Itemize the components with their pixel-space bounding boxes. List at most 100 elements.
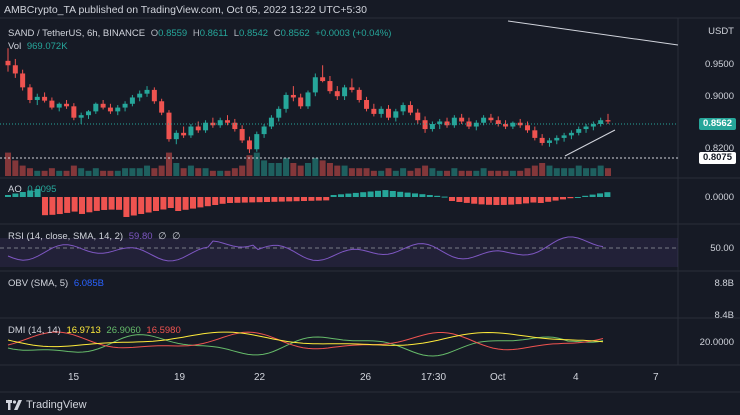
ao-bar xyxy=(286,197,293,202)
symbol-name[interactable]: SAND / TetherUS, 6h, BINANCE xyxy=(8,28,146,39)
candle-body xyxy=(115,107,121,112)
candle-body xyxy=(378,108,384,114)
volume-bar xyxy=(363,168,370,176)
ao-bar xyxy=(419,194,426,197)
candle-body xyxy=(181,132,187,136)
dmi-label[interactable]: DMI (14, 14) xyxy=(8,325,61,336)
volume-bar xyxy=(319,160,326,176)
candle-body xyxy=(568,132,574,136)
volume-bar xyxy=(100,170,107,176)
volume-bar xyxy=(107,170,114,176)
candle-body xyxy=(349,87,355,90)
ao-bar xyxy=(27,190,34,197)
low-value: 0.8542 xyxy=(239,28,269,39)
volume-bar xyxy=(385,168,392,176)
ao-legend: AO 0.0095 xyxy=(8,184,59,195)
volume-bar xyxy=(217,170,224,176)
time-label-26: 26 xyxy=(360,372,372,383)
obv-label[interactable]: OBV (SMA, 5) xyxy=(8,278,69,289)
dmi-legend: DMI (14, 14) 16.9713 26.9060 16.5980 xyxy=(8,325,184,336)
candle-body xyxy=(510,122,516,127)
ao-bar xyxy=(101,197,108,210)
ao-bar xyxy=(397,191,404,197)
ao-bar xyxy=(301,197,307,201)
quote-currency[interactable]: USDT xyxy=(708,26,734,37)
volume-bar xyxy=(195,168,202,176)
candle-body xyxy=(159,101,165,113)
candle-body xyxy=(12,65,18,74)
candle-body xyxy=(583,126,589,130)
candle-body xyxy=(312,77,318,93)
candle-body xyxy=(451,117,457,126)
candle-body xyxy=(195,126,201,131)
candle-body xyxy=(305,92,311,107)
ao-bar xyxy=(441,196,448,198)
volume-bar xyxy=(429,168,436,176)
volume-bar xyxy=(414,168,421,176)
candle-body xyxy=(415,112,421,121)
candle-body xyxy=(334,91,340,97)
obv-axis-top: 8.8B xyxy=(714,278,734,289)
ao-bar xyxy=(404,192,411,197)
last-price-badge: 0.8562 xyxy=(698,118,736,130)
candle-body xyxy=(34,96,40,100)
ao-bar xyxy=(308,197,315,201)
volume-bar xyxy=(70,165,77,176)
volume-bar xyxy=(605,168,611,176)
time-label-oct: Oct xyxy=(490,372,506,383)
candle-body xyxy=(85,111,91,116)
ao-bar xyxy=(234,197,241,203)
obv-legend: OBV (SMA, 5) 6.085B xyxy=(8,278,107,289)
open-value: 0.8559 xyxy=(158,28,188,39)
volume-bar xyxy=(422,165,429,176)
volume-bar xyxy=(41,170,48,176)
candle-body xyxy=(56,103,62,108)
ao-bar xyxy=(330,195,337,197)
volume-bar xyxy=(48,168,55,176)
level-badge: 0.8075 xyxy=(698,152,736,164)
ao-bar xyxy=(197,197,204,208)
volume-bar xyxy=(356,168,363,176)
ao-bar xyxy=(449,197,455,201)
ao-label[interactable]: AO xyxy=(8,184,22,195)
ao-bar xyxy=(589,194,596,197)
ao-bar xyxy=(389,191,396,197)
volume-label[interactable]: Vol xyxy=(8,41,22,52)
change-value: +0.0003 (+0.04%) xyxy=(315,28,392,39)
candle-body xyxy=(129,97,135,104)
rsi-label[interactable]: RSI (14, close, SMA, 14, 2) xyxy=(8,231,124,242)
candle-body xyxy=(137,93,143,98)
ao-bar xyxy=(278,197,285,202)
price-tick-2: 0.9000 xyxy=(704,91,734,102)
candle-body xyxy=(422,120,428,130)
ao-bar xyxy=(49,197,56,215)
candle-body xyxy=(539,137,545,143)
ao-bar xyxy=(567,197,574,199)
volume-bar xyxy=(56,170,63,176)
volume-bar xyxy=(407,170,414,176)
candle-body xyxy=(459,117,465,122)
ao-bar xyxy=(153,197,159,211)
volume-bar xyxy=(26,168,33,176)
ao-bar xyxy=(434,195,441,197)
volume-bar xyxy=(341,165,348,176)
ao-bar xyxy=(12,193,19,197)
dmi-minus-line xyxy=(7,331,604,351)
volume-bar xyxy=(12,160,19,176)
candle-body xyxy=(481,117,487,123)
candle-body xyxy=(532,130,538,138)
volume-bar xyxy=(187,165,194,176)
ao-bar xyxy=(264,197,270,202)
candle-body xyxy=(246,140,252,150)
ao-bar xyxy=(560,197,566,200)
close-value: 0.8562 xyxy=(280,28,310,39)
ao-bar xyxy=(71,197,78,212)
ao-bar xyxy=(56,197,63,215)
candle-body xyxy=(488,117,494,121)
time-label-15: 15 xyxy=(68,372,80,383)
candle-body xyxy=(495,120,501,124)
price-tick-3: 0.8200 xyxy=(704,143,734,154)
candle-body xyxy=(100,103,106,108)
